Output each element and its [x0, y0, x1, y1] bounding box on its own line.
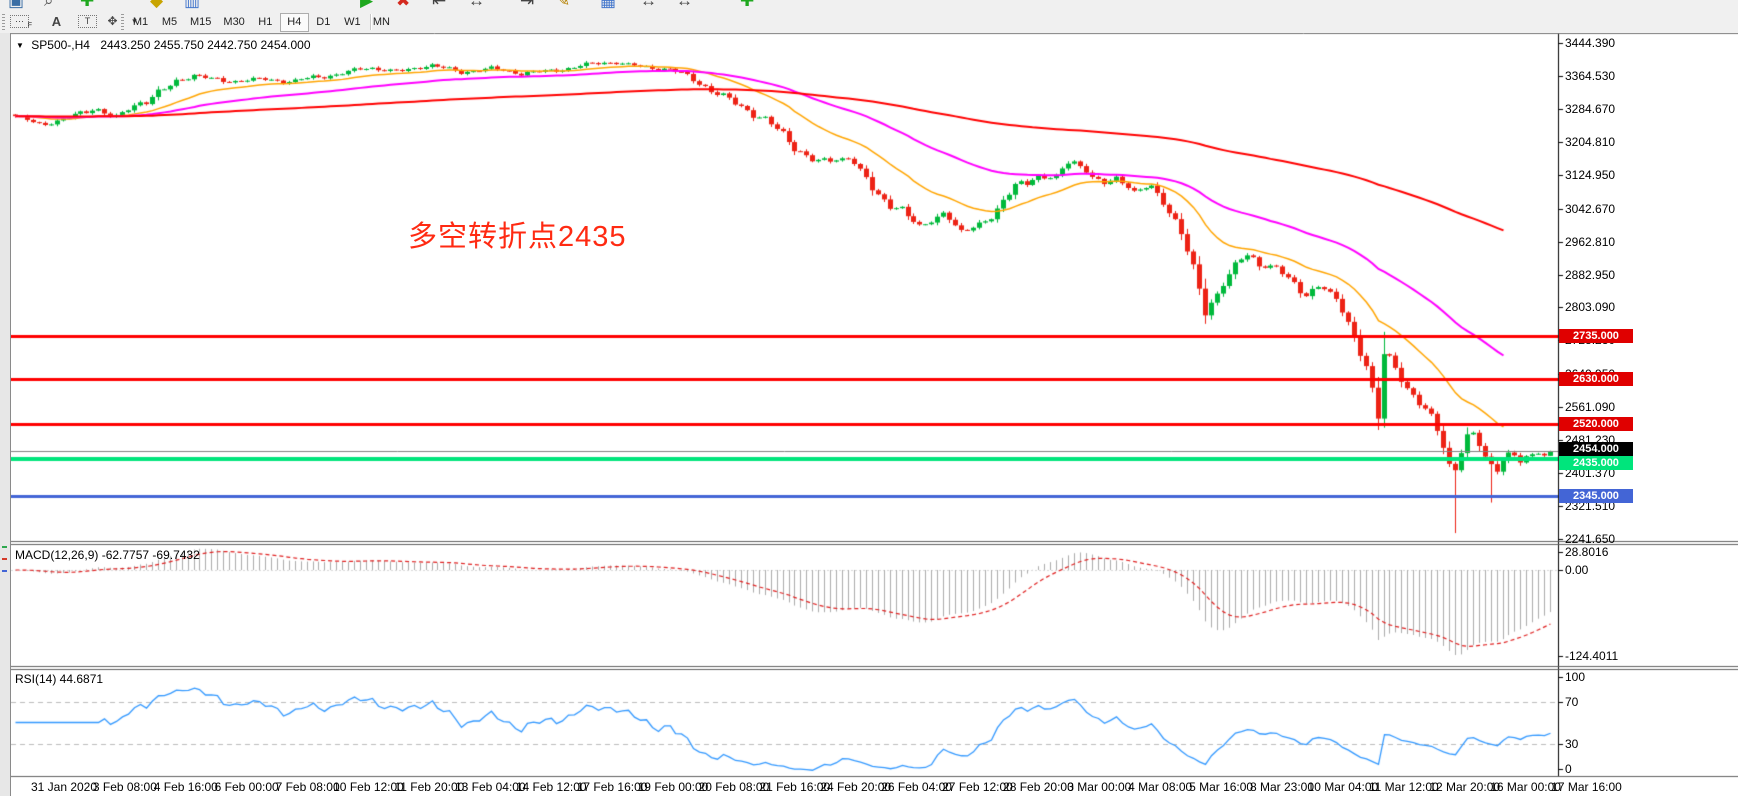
shift-right-icon[interactable]: ⇥ — [520, 0, 535, 10]
price-axis-tick-label: 3042.670 — [1565, 201, 1616, 216]
add-indicator-icon[interactable]: ✚ — [80, 0, 95, 10]
timeframe-button-mn[interactable]: MN — [372, 16, 390, 28]
price-axis-tick-label: 2561.090 — [1565, 400, 1616, 415]
time-axis-label: 11 Mar 12:00 — [1368, 780, 1439, 794]
macd-axis-label: 28.8016 — [1565, 545, 1609, 559]
resize-h2-icon[interactable]: ↔ — [676, 0, 693, 10]
timeframe-button-m30[interactable]: M30 — [223, 16, 245, 28]
price-axis-tick-label: 3444.390 — [1565, 36, 1616, 50]
rsi-indicator-label: RSI(14) 44.6871 — [15, 672, 104, 686]
price-level-badge: 2735.000 — [1559, 328, 1633, 343]
macd-indicator-label: MACD(12,26,9) -62.7757 -69.7432 — [15, 548, 200, 562]
time-axis-label: 10 Mar 04:00 — [1307, 780, 1379, 794]
price-axis-tick-label: 3204.810 — [1565, 134, 1616, 149]
stop-icon[interactable]: ✖ — [396, 0, 411, 10]
timeframe-button-h1[interactable]: H1 — [258, 16, 273, 28]
chart-annotation-text[interactable]: 多空转折点2435 — [408, 221, 627, 253]
time-axis-label: 20 Feb 08:00 — [698, 780, 770, 794]
price-level-badge: 2435.000 — [1559, 456, 1633, 471]
price-axis-tick-label: 3124.950 — [1565, 167, 1616, 182]
timeframe-button-m15[interactable]: M15 — [190, 16, 212, 28]
dock-mark — [2, 570, 7, 572]
price-axis-tick-label: 2882.950 — [1565, 267, 1616, 282]
time-axis-label: 11 Feb 20:00 — [394, 780, 465, 794]
price-level-badge: 2345.000 — [1559, 489, 1633, 504]
time-axis-label: 4 Feb 16:00 — [153, 780, 218, 794]
timeframe-bar: M1 M5 M15 M30 H1 H4 D1 W1 MN — [126, 13, 396, 32]
time-axis-label: 6 Feb 00:00 — [214, 780, 279, 794]
price-axis-tick-label: 3364.530 — [1565, 68, 1616, 83]
time-axis-label: 13 Feb 04:00 — [454, 780, 526, 794]
shift-left-icon[interactable]: ⇤ — [432, 0, 447, 10]
macd-axis-label: -124.4011 — [1565, 649, 1619, 663]
price-axis-tick-label: 3284.670 — [1565, 101, 1616, 116]
price-level-badge: 2630.000 — [1559, 371, 1633, 386]
time-axis-label: 14 Feb 12:00 — [515, 780, 587, 794]
chart-title: ▼ SP500-,H4 2443.250 2455.750 2442.750 2… — [16, 38, 311, 52]
autotrade-icon[interactable]: ▶ — [360, 0, 374, 10]
toolbar-drag-handle[interactable] — [121, 14, 124, 30]
price-axis-tick-label: 2962.810 — [1565, 234, 1616, 249]
timeframe-button-w1[interactable]: W1 — [344, 16, 361, 28]
add-icon[interactable]: ✚ — [740, 0, 755, 10]
time-axis-label: 7 Feb 08:00 — [275, 780, 340, 794]
time-axis-label: 17 Mar 16:00 — [1551, 780, 1622, 794]
ohlc-readout: 2443.250 2455.750 2442.750 2454.000 — [100, 38, 311, 52]
time-axis-label: 5 Mar 16:00 — [1189, 780, 1254, 794]
zoom-icon[interactable]: ⌕ — [44, 0, 54, 10]
objects-list-icon[interactable]: ▥ — [184, 0, 201, 10]
toolbar-drawing-and-timeframes: ⋯ F A T ✥ ▾ M1 M5 M15 M30 H1 H4 D1 W1 MN — [0, 12, 1738, 33]
price-level-badge: 2520.000 — [1559, 417, 1633, 432]
rsi-axis-label: 100 — [1565, 670, 1586, 684]
shift-center-icon[interactable]: ↔ — [468, 0, 485, 10]
toolbar-separator — [370, 14, 371, 30]
time-axis-label: 3 Mar 00:00 — [1067, 780, 1132, 794]
resize-h-icon[interactable]: ↔ — [640, 0, 657, 10]
time-axis-label: 8 Mar 23:00 — [1249, 780, 1315, 794]
symbol-period-label: SP500-,H4 — [31, 38, 90, 52]
time-axis-label: 19 Feb 00:00 — [637, 780, 709, 794]
pencil-icon[interactable]: ✎ — [556, 0, 571, 10]
price-level-badge: 2454.000 — [1559, 442, 1633, 457]
timeframe-button-m5[interactable]: M5 — [161, 16, 178, 28]
price-axis-tick-label: 2241.650 — [1565, 532, 1616, 546]
fibonacci-icon[interactable]: ◆ — [150, 0, 164, 10]
time-axis-label: 3 Feb 08:00 — [92, 780, 157, 794]
timeframe-button-d1[interactable]: D1 — [316, 16, 331, 28]
time-axis-label: 26 Feb 04:00 — [881, 780, 952, 794]
arrow-objects-icon[interactable]: ✥ — [107, 14, 118, 28]
toolbar-top: ▣ ⌕ ✚ ◆ ▥ ▶ ✖ ⇤ ↔ ⇥ ✎ ▦ ↔ ↔ ✚ — [0, 0, 1738, 12]
rsi-axis-label: 30 — [1565, 736, 1579, 751]
price-axis-tick-label: 2803.090 — [1565, 300, 1616, 315]
rsi-axis-label: 70 — [1565, 694, 1579, 709]
timeframe-button-h4[interactable]: H4 — [279, 13, 309, 32]
dock-mark — [2, 558, 7, 560]
time-axis-label: 24 Feb 20:00 — [820, 780, 892, 794]
dropdown-arrow-icon[interactable]: ▾ — [132, 16, 137, 26]
fibo-grid-icon[interactable]: ⋯ F — [10, 15, 32, 29]
time-axis-label: 17 Feb 16:00 — [576, 780, 648, 794]
time-axis-label: 31 Jan 2020 — [30, 780, 98, 794]
time-axis-label: 10 Feb 12:00 — [333, 780, 404, 794]
text-box-icon[interactable]: T — [78, 15, 97, 28]
time-axis-label: 28 Feb 20:00 — [1003, 780, 1074, 794]
dock-strip — [0, 33, 11, 796]
dock-mark — [2, 546, 7, 548]
new-chart-icon[interactable]: ▣ — [8, 0, 25, 10]
timeframe-button-m1[interactable]: M1 — [132, 16, 149, 28]
macd-axis-label: 0.00 — [1565, 563, 1589, 577]
time-axis-label: 27 Feb 12:00 — [942, 780, 1013, 794]
rsi-axis-label: 0 — [1565, 762, 1572, 776]
time-axis-label: 16 Mar 00:00 — [1490, 780, 1561, 794]
time-axis-label: 12 Mar 20:00 — [1429, 780, 1501, 794]
time-axis-label: 21 Feb 16:00 — [759, 780, 831, 794]
time-axis-label: 4 Mar 08:00 — [1128, 780, 1193, 794]
symbol-dropdown-icon[interactable]: ▼ — [16, 41, 24, 50]
text-label-icon[interactable]: A — [51, 14, 62, 29]
toolbar-drag-handle[interactable] — [2, 14, 5, 30]
grid-icon[interactable]: ▦ — [600, 0, 617, 10]
